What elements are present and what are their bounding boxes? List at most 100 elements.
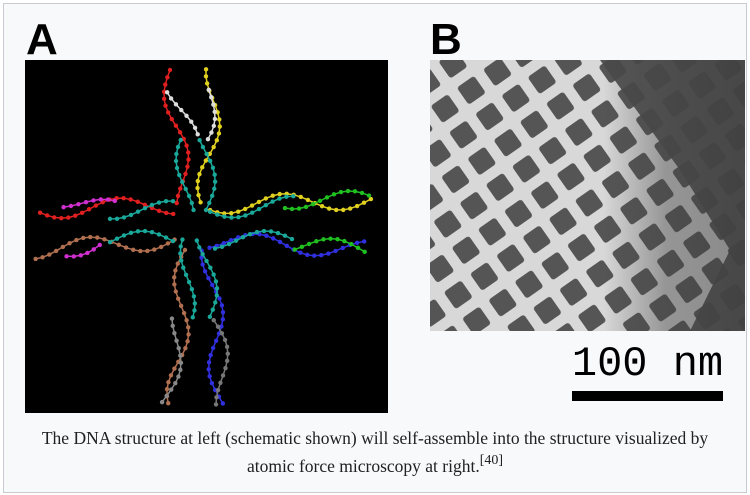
nucleotide (164, 199, 168, 203)
nucleotide (176, 296, 180, 300)
nucleotide (197, 172, 201, 176)
nucleotide (176, 194, 180, 198)
nucleotide (214, 279, 218, 283)
nucleotide (76, 202, 80, 206)
nucleotide (223, 338, 227, 342)
nucleotide (278, 240, 282, 244)
nucleotide (212, 173, 216, 177)
nucleotide (138, 249, 142, 253)
nucleotide (214, 402, 218, 406)
nucleotide (278, 192, 282, 196)
nucleotide (297, 206, 301, 210)
nucleotide (115, 217, 119, 221)
nucleotide (212, 318, 216, 322)
nucleotide (196, 179, 200, 183)
nucleotide (210, 194, 214, 198)
nucleotide (179, 108, 183, 112)
nucleotide (264, 234, 268, 238)
nucleotide (200, 165, 204, 169)
nucleotide (208, 159, 212, 163)
nucleotide (207, 360, 211, 364)
nucleotide (264, 203, 268, 207)
nucleotide (174, 102, 178, 106)
nucleotide (176, 145, 180, 149)
nucleotide (195, 238, 199, 242)
nucleotide (185, 339, 189, 343)
nucleotide (236, 215, 240, 219)
nucleotide (145, 249, 149, 253)
nucleotide (270, 199, 274, 203)
nucleotide (187, 280, 191, 284)
nucleotide (195, 186, 199, 190)
nucleotide (349, 242, 353, 246)
nucleotide (191, 315, 195, 319)
nucleotide (178, 368, 182, 372)
nucleotide (61, 245, 65, 249)
nucleotide (248, 232, 252, 236)
nucleotide (172, 331, 176, 335)
nucleotide (200, 252, 204, 256)
nucleotide (176, 261, 180, 265)
nucleotide (216, 324, 220, 328)
nucleotide (165, 90, 169, 94)
nucleotide (115, 236, 119, 240)
nucleotide (143, 206, 147, 210)
nucleotide (184, 114, 188, 118)
nucleotide (166, 401, 170, 405)
nucleotide (171, 212, 175, 216)
nucleotide (250, 203, 254, 207)
nucleotide (213, 180, 217, 184)
nucleotide (177, 173, 181, 177)
nucleotide (186, 150, 190, 154)
caption-text: The DNA structure at left (schematic sho… (42, 428, 708, 476)
nucleotide (221, 310, 225, 314)
nucleotide (179, 361, 183, 365)
nucleotide (210, 381, 214, 385)
nucleotide (174, 289, 178, 293)
nucleotide (174, 152, 178, 156)
nucleotide (207, 88, 211, 92)
nucleotide (257, 207, 261, 211)
nucleotide (152, 247, 156, 251)
nucleotide (290, 207, 294, 211)
nucleotide (353, 189, 357, 193)
nucleotide (183, 346, 187, 350)
nucleotide (335, 237, 339, 241)
nucleotide (213, 117, 217, 121)
nucleotide (209, 130, 213, 134)
nucleotide (291, 194, 295, 198)
nucleotide (319, 253, 323, 257)
panel-label: A (26, 18, 58, 62)
nucleotide (121, 196, 125, 200)
nucleotide (47, 252, 51, 256)
nucleotide (334, 208, 338, 212)
nucleotide (223, 366, 227, 370)
nucleotide (69, 204, 73, 208)
nucleotide (95, 235, 99, 239)
nucleotide (342, 239, 346, 243)
nucleotide (210, 283, 214, 287)
nucleotide (54, 249, 58, 253)
nucleotide (102, 237, 106, 241)
nucleotide (184, 273, 188, 277)
nucleotide (182, 311, 186, 315)
nucleotide (218, 381, 222, 385)
nucleotide (298, 251, 302, 255)
nucleotide (209, 95, 213, 99)
nucleotide (325, 195, 329, 199)
nucleotide (180, 180, 184, 184)
nucleotide (170, 316, 174, 320)
nucleotide (117, 243, 121, 247)
scale-bar-label: 100 nm (560, 340, 735, 388)
nucleotide (79, 253, 83, 257)
nucleotide (290, 237, 294, 241)
nucleotide (33, 257, 37, 261)
panel-label: B (430, 18, 462, 62)
nucleotide (168, 68, 172, 72)
scale-bar (572, 391, 723, 401)
nucleotide (81, 236, 85, 240)
nucleotide (179, 258, 183, 262)
nucleotide (269, 229, 273, 233)
nucleotide (169, 373, 173, 377)
nucleotide (212, 124, 216, 128)
